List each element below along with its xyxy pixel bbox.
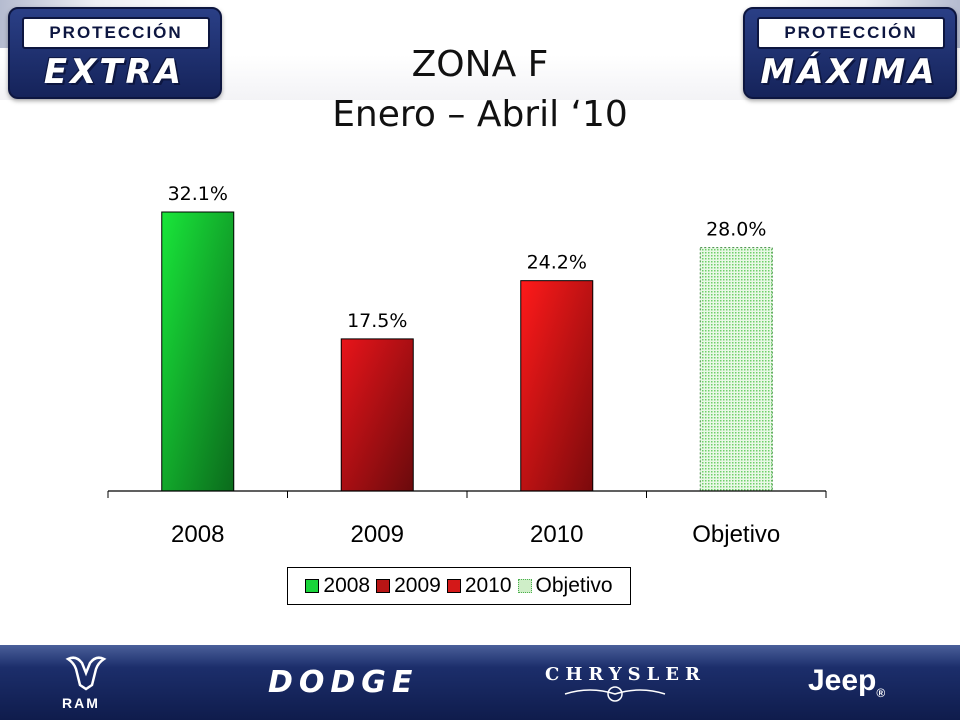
chrysler-logo: CHRYSLER [545,664,706,685]
legend-swatch-icon [305,579,320,593]
badge-bottom-text: MÁXIMA [760,52,938,92]
data-label-2008: 32.1% [168,183,228,205]
legend-item-2010: 2010 [446,574,512,598]
jeep-logo: Jeep® [808,664,886,700]
ram-logo: RAM [62,695,100,711]
bar-2008 [161,211,235,492]
legend-swatch-icon [517,579,532,593]
data-label-2010: 24.2% [527,252,587,274]
data-label-2009: 17.5% [347,310,407,332]
bar-2009 [340,338,414,492]
badge-bottom-text: EXTRA [43,52,185,92]
legend-item-2008: 2008 [305,574,370,598]
chart-legend: 2008 2009 2010 Objetivo [287,567,631,605]
legend-label: Objetivo [535,574,613,597]
bar-objetivo [699,247,773,492]
legend-swatch-icon [376,579,391,593]
ram-head-icon [65,656,107,691]
slide-subtitle: Enero – Abril ‘10 [332,94,628,135]
legend-swatch-icon [446,579,461,593]
x-tick-label-2010: 2010 [530,521,583,548]
x-tick-label-2008: 2008 [171,521,224,548]
brand-footer [0,645,960,720]
legend-label: 2008 [323,574,371,597]
proteccion-maxima-logo: PROTECCIÓN MÁXIMA [743,7,957,99]
proteccion-extra-logo: PROTECCIÓN EXTRA [8,7,222,99]
slide-title: ZONA F [411,44,549,85]
bar-chart: 32.1% 17.5% 24.2% 28.0% 2008 2009 2010 Objetiv… [107,183,827,548]
legend-label: 2009 [394,574,441,597]
data-label-objetivo: 28.0% [706,219,766,241]
dodge-logo: DODGE [268,665,419,700]
badge-top-text: PROTECCIÓN [22,17,210,49]
x-tick-label-2009: 2009 [351,521,404,548]
legend-item-2009: 2009 [376,574,441,598]
legend-item-objetivo: Objetivo [517,574,613,598]
legend-label: 2010 [464,574,512,597]
badge-top-text: PROTECCIÓN [757,17,945,49]
x-tick-label-objetivo: Objetivo [692,521,780,548]
chrysler-wings-icon [564,686,666,702]
bar-2010 [520,280,594,492]
